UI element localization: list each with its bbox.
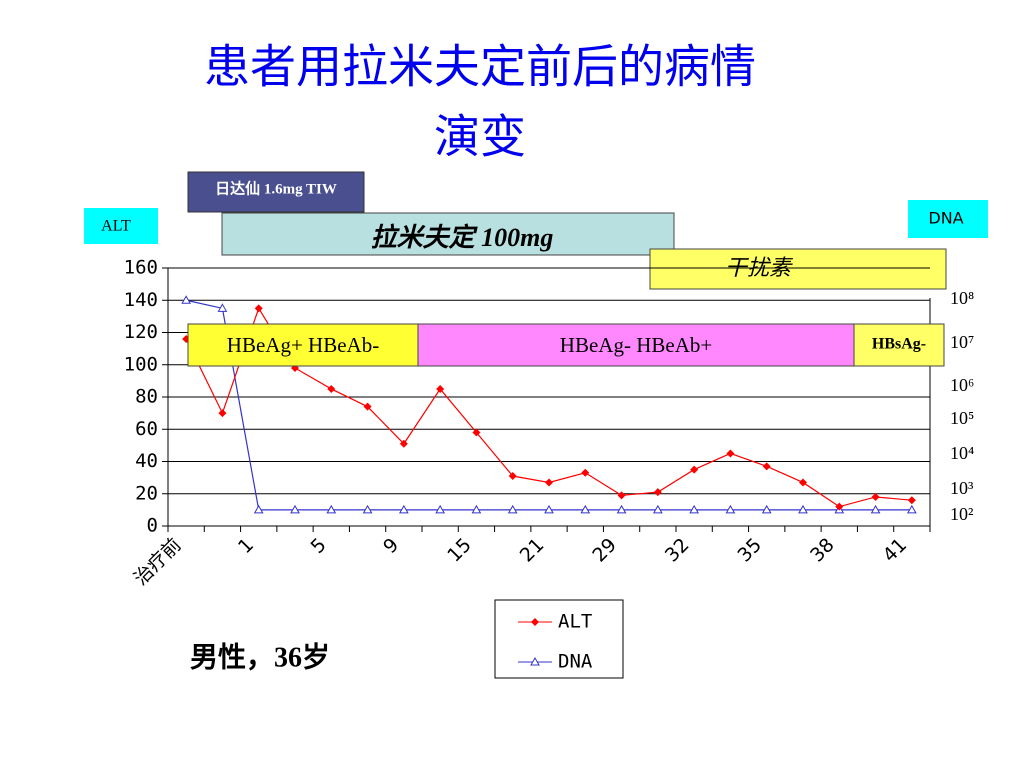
point xyxy=(725,504,736,514)
phase-label: HBsAg- xyxy=(872,336,926,353)
point xyxy=(689,504,700,514)
point xyxy=(762,462,771,471)
y-tick-label: 160 xyxy=(124,257,158,279)
x-tick-label: 41 xyxy=(879,534,912,567)
patient-label: 男性，36岁 xyxy=(190,641,330,673)
x-tick-label: 15 xyxy=(443,534,476,567)
y-tick-label: 0 xyxy=(147,515,158,537)
point xyxy=(580,504,591,514)
point xyxy=(362,504,373,514)
point xyxy=(544,504,554,514)
point xyxy=(581,468,590,477)
dna-box-label: DNA xyxy=(928,209,963,228)
dna-box xyxy=(908,200,988,238)
y2-tick-label: 10⁶ xyxy=(950,375,974,395)
title-line: 演变 xyxy=(434,110,526,164)
point xyxy=(906,504,917,514)
point xyxy=(617,491,626,500)
x-tick-label: 21 xyxy=(516,534,549,567)
y-tick-label: 60 xyxy=(135,418,158,440)
point xyxy=(508,472,517,481)
y2-tick-label: 10⁸ xyxy=(950,288,974,308)
point xyxy=(726,449,735,458)
y-tick-label: 120 xyxy=(124,321,158,343)
y2-tick-label: 10⁷ xyxy=(950,332,974,352)
alt-box xyxy=(84,208,158,244)
x-tick-label: 1 xyxy=(234,534,258,558)
x-tick-label: 35 xyxy=(733,534,766,567)
y-tick-label: 20 xyxy=(135,482,158,504)
y2-tick-label: 10⁴ xyxy=(950,443,974,463)
point xyxy=(761,504,772,514)
point xyxy=(327,384,336,393)
point xyxy=(690,465,699,474)
alt-box-label: ALT xyxy=(101,218,131,235)
point xyxy=(799,478,807,487)
phase-label: HBeAg- HBeAb+ xyxy=(560,333,712,357)
lamivudine-label: 拉米夫定 100mg xyxy=(371,223,554,252)
point xyxy=(835,502,844,511)
x-tick-label: 32 xyxy=(661,534,694,567)
point xyxy=(326,504,337,514)
point xyxy=(398,504,409,514)
point xyxy=(218,409,227,418)
title-line: 患者用拉米夫定前后的病情 xyxy=(204,40,756,94)
x-tick-label: 29 xyxy=(588,534,621,567)
y2-tick-label: 10² xyxy=(950,504,973,524)
point xyxy=(435,504,446,514)
point xyxy=(399,439,408,448)
point xyxy=(871,492,880,501)
point xyxy=(507,504,518,514)
point xyxy=(798,504,808,514)
point xyxy=(530,656,540,666)
point xyxy=(181,295,192,304)
x-tick-label: 38 xyxy=(806,534,839,567)
point xyxy=(471,504,482,514)
y-tick-label: 40 xyxy=(135,450,158,472)
point xyxy=(436,384,445,393)
point xyxy=(653,488,662,497)
interferon-box xyxy=(649,248,947,290)
x-tick-label: 5 xyxy=(307,534,331,558)
point xyxy=(363,402,372,411)
point xyxy=(870,504,881,514)
point xyxy=(531,618,539,626)
y-tick-label: 100 xyxy=(124,353,158,375)
lamivudine-box xyxy=(221,212,675,256)
point xyxy=(290,504,300,514)
point xyxy=(217,303,228,312)
legend xyxy=(494,599,624,679)
thymosin-box xyxy=(187,171,365,213)
y2-tick-label: 10⁵ xyxy=(950,408,974,428)
y-tick-label: 80 xyxy=(135,386,158,408)
y-tick-label: 140 xyxy=(124,289,158,311)
legend-label: ALT xyxy=(558,611,592,633)
legend-label: DNA xyxy=(558,651,593,673)
phase-box xyxy=(187,323,419,367)
point xyxy=(907,496,916,505)
point xyxy=(253,504,264,514)
point xyxy=(254,304,263,313)
point xyxy=(545,478,553,487)
phase-box xyxy=(417,323,855,367)
point xyxy=(652,504,663,514)
y2-tick-label: 10³ xyxy=(950,478,974,498)
point xyxy=(616,504,627,514)
x-tick-label: 治疗前 xyxy=(130,534,186,590)
x-tick-label: 9 xyxy=(379,534,403,558)
thymosin-label: 日达仙 1.6mg TIW xyxy=(215,179,337,197)
phase-label: HBeAg+ HBeAb- xyxy=(227,333,379,357)
phase-box xyxy=(853,323,945,367)
point xyxy=(472,428,481,437)
